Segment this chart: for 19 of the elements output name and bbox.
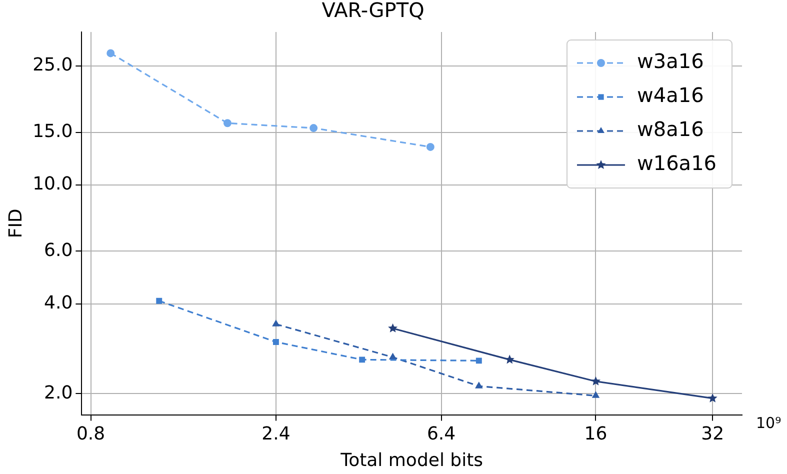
y-tick-label: 6.0 [44, 240, 73, 261]
x-tick-label: 32 [701, 423, 724, 444]
y-tick-label: 25.0 [32, 54, 73, 76]
y-tick-label: 2.0 [44, 382, 73, 404]
y-tick-label: 15.0 [32, 120, 73, 142]
x-tick-label: 0.8 [76, 423, 106, 444]
y-tick-label: 10.0 [32, 174, 73, 195]
chart-title: VAR-GPTQ [322, 0, 424, 22]
x-tick-label: 6.4 [426, 423, 456, 444]
legend-label: w16a16 [637, 151, 717, 176]
x-tick-label: 2.4 [262, 423, 290, 444]
text: 10⁹ [756, 414, 782, 432]
y-tick-label: 4.0 [44, 292, 73, 314]
legend-label: w8a16 [637, 117, 704, 142]
legend-label: w4a16 [637, 83, 704, 108]
legend-label: w3a16 [637, 49, 704, 74]
x-tick-label: 16 [584, 423, 608, 444]
y-axis-title: FID [5, 208, 26, 238]
x-axis-title: Total model bits [340, 450, 484, 471]
